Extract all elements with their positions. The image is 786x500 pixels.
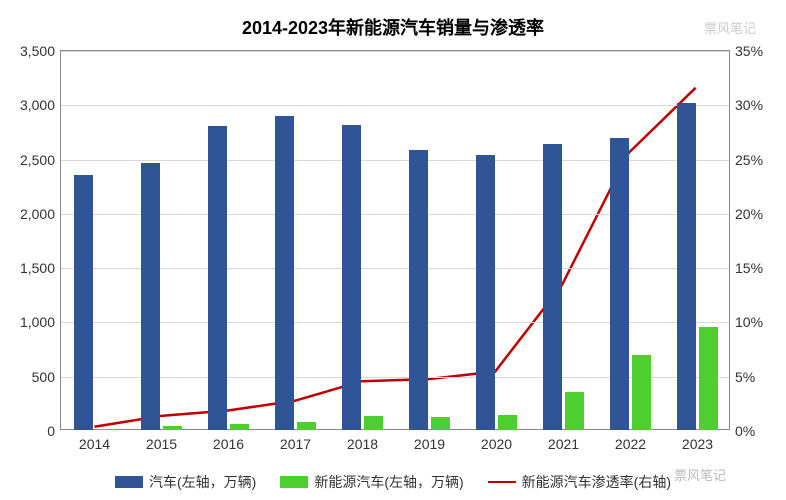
bar-auto [275,116,294,430]
bar-auto [543,144,562,430]
legend-label: 新能源汽车(左轴，万辆) [314,472,463,492]
bar-auto [74,175,93,430]
watermark-bottom: 票风笔记 [674,465,726,484]
y-left-tick-label: 500 [32,369,61,385]
y-right-tick-label: 5% [729,369,755,385]
legend-label: 新能源汽车渗透率(右轴) [522,472,671,492]
watermark-top: 票风笔记 [704,18,756,37]
bar-auto [610,138,629,430]
x-tick-label: 2014 [79,430,110,452]
x-tick-label: 2021 [548,430,579,452]
chart-title: 2014-2023年新能源汽车销量与渗透率 [0,0,786,40]
y-left-tick-label: 1,000 [20,314,61,330]
x-tick-label: 2017 [280,430,311,452]
x-tick-label: 2016 [213,430,244,452]
gridline [61,51,729,52]
bar-nev [230,424,249,430]
gridline [61,105,729,106]
y-left-tick-label: 1,500 [20,260,61,276]
y-left-tick-label: 3,500 [20,43,61,59]
y-right-tick-label: 25% [729,152,763,168]
legend-item: 新能源汽车渗透率(右轴) [488,472,671,492]
bar-nev [632,355,651,430]
bar-nev [96,429,115,430]
y-right-tick-label: 30% [729,97,763,113]
y-right-tick-label: 0% [729,423,755,439]
plot-area: 05001,0001,5002,0002,5003,0003,5000%5%10… [60,50,730,430]
bar-auto [141,163,160,430]
bar-auto [677,103,696,430]
y-right-tick-label: 20% [729,206,763,222]
bar-nev [431,417,450,430]
bar-auto [342,125,361,430]
legend-label: 汽车(左轴，万辆) [149,472,256,492]
legend-swatch [280,476,308,488]
x-tick-label: 2018 [347,430,378,452]
legend-item: 汽车(左轴，万辆) [115,472,256,492]
x-tick-label: 2015 [146,430,177,452]
bar-nev [364,416,383,430]
y-left-tick-label: 3,000 [20,97,61,113]
bar-auto [208,126,227,430]
x-tick-label: 2019 [414,430,445,452]
bar-nev [565,392,584,430]
y-left-tick-label: 2,000 [20,206,61,222]
legend-item: 新能源汽车(左轴，万辆) [280,472,463,492]
x-tick-label: 2022 [615,430,646,452]
y-left-tick-label: 0 [47,423,61,439]
y-left-tick-label: 2,500 [20,152,61,168]
bar-nev [297,422,316,430]
chart-container: 2014-2023年新能源汽车销量与渗透率 票风笔记 05001,0001,50… [0,0,786,500]
bar-auto [409,150,428,430]
bar-nev [163,426,182,430]
legend-line-icon [488,481,516,483]
x-tick-label: 2023 [682,430,713,452]
bar-nev [498,415,517,430]
y-right-tick-label: 35% [729,43,763,59]
x-tick-label: 2020 [481,430,512,452]
legend-swatch [115,476,143,488]
bar-nev [699,327,718,430]
y-right-tick-label: 10% [729,314,763,330]
legend: 汽车(左轴，万辆) 新能源汽车(左轴，万辆) 新能源汽车渗透率(右轴) [0,472,786,492]
bar-auto [476,155,495,430]
y-right-tick-label: 15% [729,260,763,276]
